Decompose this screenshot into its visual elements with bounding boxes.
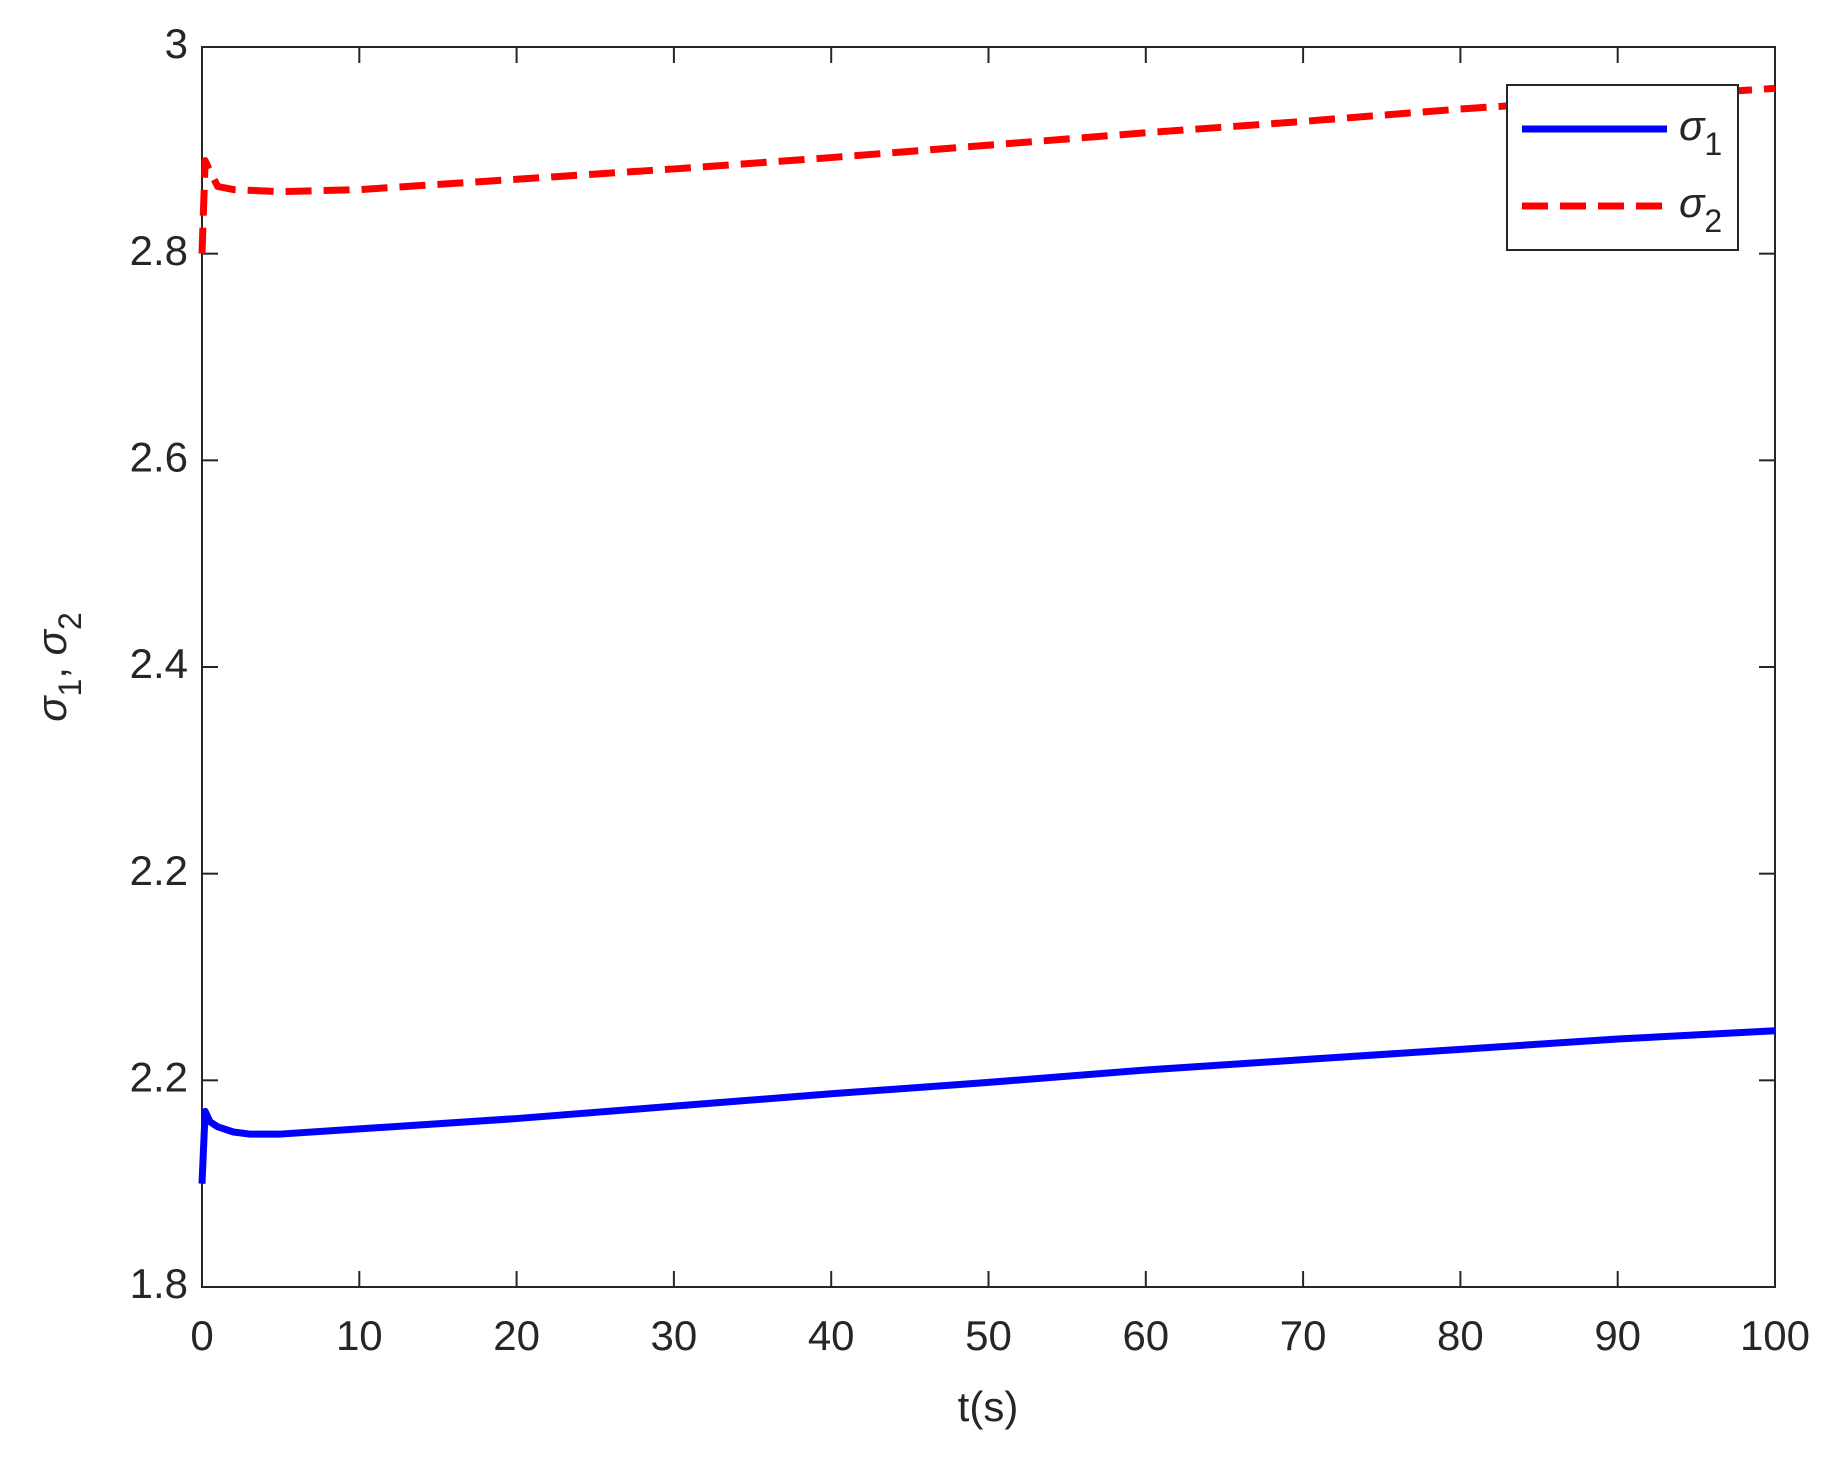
- y-tick-label: 2.6: [130, 433, 188, 480]
- legend-box: [1506, 84, 1739, 251]
- x-tick-label: 70: [1280, 1312, 1327, 1359]
- x-tick-label: 90: [1594, 1312, 1641, 1359]
- x-tick-label: 60: [1122, 1312, 1169, 1359]
- y-axis-label: σ1, σ2: [28, 612, 88, 722]
- x-tick-label: 40: [808, 1312, 855, 1359]
- y-tick-label: 2.8: [130, 227, 188, 274]
- y-tick-label: 2.2: [130, 847, 188, 894]
- x-tick-label: 10: [336, 1312, 383, 1359]
- y-tick-label: 2.2: [130, 1053, 188, 1100]
- x-tick-label: 0: [190, 1312, 213, 1359]
- series-line: [198, 1027, 1776, 1184]
- x-tick-label: 50: [965, 1312, 1012, 1359]
- x-axis-label: t(s): [958, 1383, 1019, 1430]
- x-tick-label: 30: [651, 1312, 698, 1359]
- x-tick-label: 100: [1740, 1312, 1810, 1359]
- x-tick-label: 20: [493, 1312, 540, 1359]
- legend-label: σ1: [1679, 102, 1722, 162]
- y-tick-label: 1.8: [130, 1260, 188, 1307]
- series-line: [198, 84, 1776, 254]
- x-tick-label: 80: [1437, 1312, 1484, 1359]
- y-tick-label: 2.4: [130, 640, 188, 687]
- y-tick-label: 3: [165, 20, 188, 67]
- legend-label: σ2: [1679, 179, 1722, 239]
